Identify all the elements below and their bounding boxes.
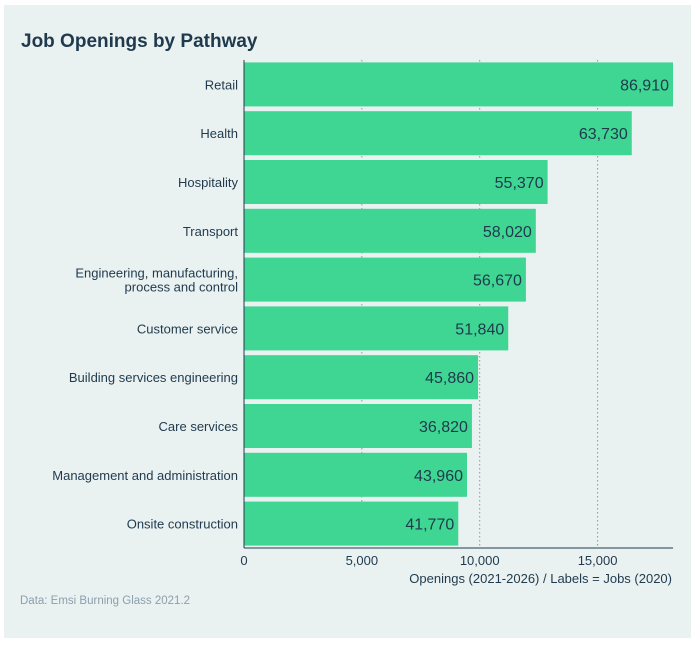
category-label: Customer service [137,321,238,336]
bar-value-label: 86,910 [620,77,669,94]
category-label: Hospitality [178,175,238,190]
bar [244,404,472,448]
category-label-line: Building services engineering [69,370,238,385]
chart-title: Job Openings by Pathway [21,31,258,52]
bar-value-label: 56,670 [473,273,522,290]
source-note: Data: Emsi Burning Glass 2021.2 [20,595,191,607]
category-label: Care services [159,419,239,434]
category-label-line: Engineering, manufacturing, [75,266,238,281]
category-label: Health [200,126,238,141]
category-label-line: process and control [125,280,239,295]
category-label-line: Management and administration [52,468,238,483]
category-label: Transport [183,224,239,239]
bar-value-label: 45,860 [425,370,474,387]
bar [244,257,526,302]
category-label: Building services engineering [69,370,238,385]
category-label-line: Customer service [137,321,238,336]
bar [244,501,459,546]
bar [244,355,479,400]
bar [244,208,536,253]
bar-value-label: 51,840 [455,321,504,338]
bar-value-label: 55,370 [495,175,544,192]
category-label: Onsite construction [127,517,238,532]
bar [244,111,632,156]
bar-value-label: 58,020 [483,224,532,241]
category-label-line: Health [200,126,238,141]
category-label-line: Transport [183,224,239,239]
bar [244,452,467,497]
x-tick-label: 15,000 [578,553,618,568]
axis-layer: 0 5,000 10,000 15,000 Retail Health Hospitalit… [52,60,673,568]
category-label-line: Hospitality [178,175,238,190]
bar [244,306,509,351]
bar-value-label: 41,770 [405,517,454,534]
x-tick-label: 0 [240,553,247,568]
category-label: Retail [205,77,238,92]
bar-value-label: 36,820 [419,419,468,436]
x-tick-label: 10,000 [460,553,500,568]
x-tick-label: 5,000 [346,553,379,568]
bar-value-label: 43,960 [414,468,463,485]
category-label-line: Onsite construction [127,517,238,532]
category-label-line: Care services [159,419,239,434]
bar [244,160,548,204]
category-label: Engineering, manufacturing, process and c… [75,266,238,295]
bar-value-label: 63,730 [579,126,628,143]
bar [244,62,673,107]
bar-layer: 86,910 63,730 55,370 58,020 56,670 51,840 45,8… [244,62,673,546]
category-label: Management and administration [52,468,238,483]
category-label-line: Retail [205,77,238,92]
x-axis-title: Openings (2021-2026) / Labels = Jobs (20… [409,571,672,586]
